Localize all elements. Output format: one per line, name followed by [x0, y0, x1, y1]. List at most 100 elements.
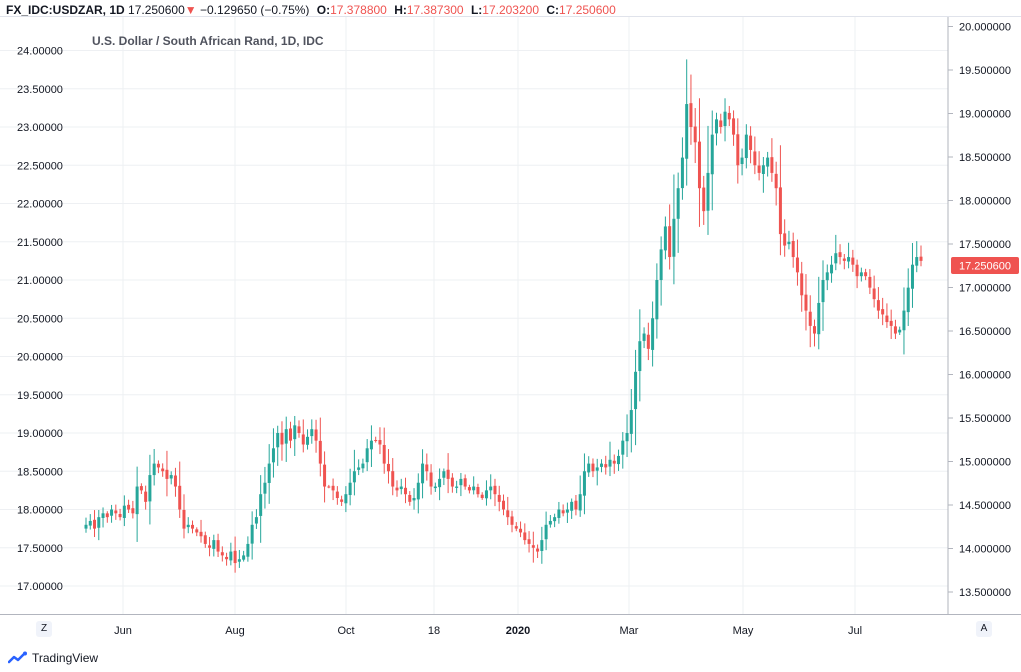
- candle: [553, 513, 557, 528]
- candle-body: [591, 463, 595, 472]
- candle: [459, 472, 463, 497]
- candle-body: [706, 172, 710, 211]
- candle: [842, 253, 846, 270]
- price-change: −0.129650 (−0.75%): [200, 3, 310, 17]
- candle-body: [685, 104, 689, 159]
- candle-body: [191, 524, 195, 529]
- candle: [898, 326, 902, 335]
- candle: [506, 496, 510, 526]
- candle: [663, 216, 667, 260]
- candle: [727, 105, 731, 127]
- candle-body: [156, 463, 160, 468]
- candle: [736, 118, 740, 184]
- candle: [625, 414, 629, 458]
- time-tick-label: Jun: [114, 625, 132, 637]
- candle: [502, 494, 505, 516]
- candle: [421, 449, 425, 499]
- candle-body: [795, 257, 799, 273]
- right-tick-label: 19.000000: [959, 109, 1011, 121]
- candle: [744, 124, 748, 169]
- chart-grid: [0, 17, 948, 614]
- candle: [156, 460, 160, 474]
- candle: [838, 244, 842, 265]
- candle-body: [306, 436, 310, 445]
- candle-body: [506, 510, 510, 518]
- candle: [433, 482, 437, 492]
- candle-body: [203, 535, 207, 544]
- right-tick-label: 15.500000: [959, 413, 1011, 425]
- right-tick-label: 16.500000: [959, 326, 1011, 338]
- candle: [634, 349, 638, 446]
- candle: [395, 480, 399, 497]
- candle: [723, 98, 727, 142]
- candle: [203, 531, 207, 548]
- candle-body: [702, 187, 706, 212]
- candle-body: [595, 467, 599, 471]
- candle: [868, 269, 872, 295]
- candle-body: [314, 429, 318, 441]
- candle: [318, 417, 322, 477]
- candle: [335, 486, 339, 505]
- candle: [412, 488, 416, 510]
- left-tick-label: 22.00000: [17, 199, 63, 211]
- low-label: L:: [470, 3, 483, 17]
- right-tick-label: 14.500000: [959, 500, 1011, 512]
- candle: [195, 527, 199, 537]
- candle-body: [749, 135, 753, 150]
- candle: [565, 502, 569, 523]
- candle-body: [378, 440, 382, 445]
- candle-body: [293, 425, 297, 440]
- candle: [259, 475, 263, 543]
- candle-body: [408, 494, 412, 502]
- candle-body: [225, 556, 229, 560]
- candle: [101, 507, 105, 528]
- candle: [344, 486, 348, 513]
- candle: [668, 204, 672, 270]
- candle-body: [93, 519, 97, 529]
- candle: [301, 419, 305, 453]
- left-tick-label: 18.50000: [17, 466, 63, 478]
- candle-body: [778, 187, 782, 235]
- candle: [391, 458, 395, 496]
- candle: [229, 542, 233, 566]
- candle-body: [412, 498, 416, 501]
- candle-body: [139, 486, 143, 491]
- candle: [689, 74, 693, 145]
- candle-body: [864, 272, 868, 277]
- candle-body: [348, 482, 352, 496]
- candle-body: [472, 486, 476, 491]
- left-tick-label: 23.50000: [17, 84, 63, 96]
- left-tick-label: 20.50000: [17, 313, 63, 325]
- candle: [591, 458, 595, 478]
- candle-body: [254, 517, 258, 524]
- candle-body: [344, 494, 348, 504]
- candle-body: [561, 510, 565, 514]
- candle-series: [84, 59, 923, 573]
- timezone-toggle-button[interactable]: Z: [36, 621, 52, 637]
- candle-body: [186, 524, 190, 528]
- candle-body: [84, 524, 88, 529]
- candle: [859, 267, 863, 282]
- candle-body: [693, 126, 697, 143]
- candle-body: [906, 287, 910, 313]
- candle: [186, 517, 190, 534]
- tradingview-logo[interactable]: TradingView: [8, 651, 98, 665]
- left-tick-label: 22.50000: [17, 160, 63, 172]
- candle-body: [881, 309, 885, 315]
- candle-body: [429, 472, 433, 487]
- left-tick-label: 18.00000: [17, 505, 63, 517]
- candle: [808, 295, 812, 348]
- candle: [267, 444, 271, 504]
- candle-body: [787, 241, 791, 245]
- candle: [237, 550, 241, 568]
- candle-body: [578, 494, 582, 511]
- candle-body: [110, 509, 114, 516]
- candle: [178, 461, 182, 518]
- candle-body: [574, 500, 578, 510]
- auto-scale-button[interactable]: A: [976, 621, 992, 637]
- candle: [523, 523, 527, 545]
- left-tick-label: 17.00000: [17, 581, 63, 593]
- candle-body: [327, 486, 331, 488]
- candle: [276, 425, 280, 466]
